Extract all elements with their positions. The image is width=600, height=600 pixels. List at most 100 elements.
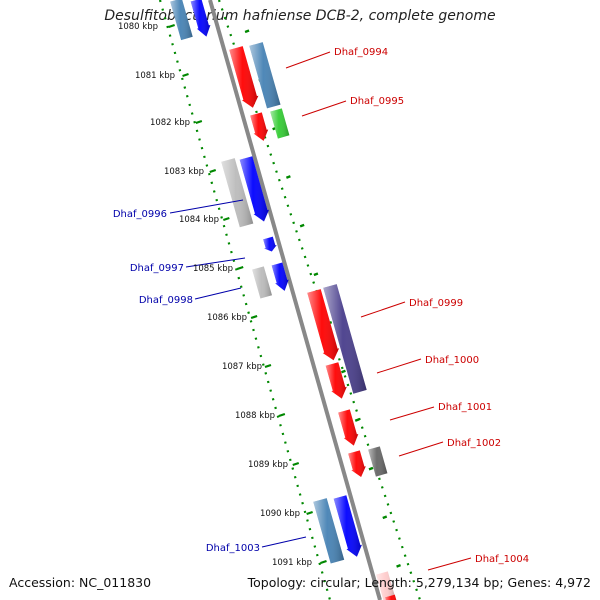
tick-label-1084: 1084 kbp	[179, 215, 219, 225]
gene-block-top-steelblue	[170, 0, 193, 41]
gene-block-dhaf-0994-b-shade	[249, 42, 281, 109]
tick-label-1086: 1086 kbp	[207, 313, 247, 323]
connector-dhaf-0999	[360, 301, 406, 318]
gene-block-dhaf-0998-gray-shade	[252, 266, 272, 299]
gene-arrow-dhaf-0998-shade	[271, 262, 289, 291]
tick-mark	[292, 461, 300, 467]
gene-arrow-dhaf-1001-shade	[338, 409, 359, 446]
gene-block-dhaf-0995	[270, 108, 290, 139]
dash-mark	[382, 515, 388, 520]
gene-arrow-dhaf-0999-shade	[307, 289, 340, 361]
tick-label-1083: 1083 kbp	[164, 167, 204, 177]
gene-arrow-dhaf-0994-shade	[229, 46, 259, 108]
tick-label-1082: 1082 kbp	[150, 118, 190, 128]
gene-block-dhaf-1004	[376, 571, 396, 600]
connector-dhaf-1004	[427, 557, 472, 571]
gene-block-top-steelblue-shade	[170, 0, 193, 41]
dash-mark	[244, 29, 250, 34]
tick-mark	[250, 314, 258, 320]
gene-features	[170, 0, 397, 600]
gene-arrow-dhaf-0994	[229, 46, 259, 108]
gene-arrow-bottom-red	[385, 594, 397, 600]
gene-arrow-dhaf-0997-shade	[263, 236, 277, 252]
gene-arrow-dhaf-0999	[307, 289, 340, 361]
gene-arrow-dhaf-1002-red	[348, 450, 366, 477]
tick-label-1091: 1091 kbp	[272, 558, 312, 568]
gene-arrow-bottom-red-shade	[385, 594, 397, 600]
connector-dhaf-1003	[261, 536, 307, 548]
connector-dhaf-0995	[301, 100, 347, 117]
tick-mark	[195, 119, 203, 125]
gene-block-dhaf-0995-shade	[270, 108, 290, 139]
gene-arrow-dhaf-1003-shade	[333, 495, 362, 557]
gene-label-dhaf-0995[interactable]: Dhaf_0995	[350, 96, 404, 107]
connector-dhaf-0998	[194, 287, 242, 300]
dash-mark	[285, 175, 291, 179]
gene-arrow-top-blue	[190, 0, 211, 37]
genome-backbone	[208, 0, 382, 600]
tick-mark	[320, 559, 327, 565]
connector-dhaf-1000	[376, 358, 422, 374]
connector-dhaf-1002	[398, 441, 444, 457]
tick-mark	[168, 23, 175, 29]
tick-label-1090: 1090 kbp	[260, 509, 300, 519]
tick-label-1087: 1087 kbp	[222, 362, 262, 372]
dash-mark	[299, 223, 305, 228]
connector-dhaf-1001	[389, 406, 435, 421]
tick-label-1081: 1081 kbp	[135, 71, 175, 81]
inner-dash-marks	[244, 29, 401, 568]
gene-block-dhaf-1000-slate	[323, 284, 367, 394]
gene-arrow-dhaf-1002-red-shade	[348, 450, 366, 477]
gene-labels: Dhaf_0994 Dhaf_0995 Dhaf_0999 Dhaf_1000 …	[113, 47, 529, 565]
tick-mark	[209, 168, 217, 174]
gene-label-dhaf-0996[interactable]: Dhaf_0996	[113, 209, 167, 220]
gene-label-dhaf-1000[interactable]: Dhaf_1000	[425, 355, 479, 366]
gene-block-dhaf-0998-gray	[252, 266, 272, 299]
connector-dhaf-0994	[285, 51, 331, 69]
tick-mark	[182, 72, 189, 78]
gene-label-dhaf-0997[interactable]: Dhaf_0997	[130, 263, 184, 274]
gene-label-dhaf-1004[interactable]: Dhaf_1004	[475, 554, 529, 565]
dash-mark	[396, 563, 401, 568]
gene-label-dhaf-1002[interactable]: Dhaf_1002	[447, 438, 501, 449]
tick-label-1088: 1088 kbp	[235, 411, 275, 421]
gene-arrow-dhaf-0997	[263, 236, 277, 252]
tick-mark	[222, 216, 230, 222]
gene-arrow-dhaf-1000	[325, 362, 347, 399]
gene-block-dhaf-1002-shade	[368, 446, 388, 477]
gene-arrow-dhaf-0996	[239, 156, 269, 222]
gene-label-dhaf-0994[interactable]: Dhaf_0994	[334, 47, 388, 58]
gene-arrow-dhaf-0995-a	[250, 112, 269, 141]
tick-mark	[236, 265, 244, 271]
tick-label-1080: 1080 kbp	[118, 22, 158, 32]
dash-mark	[368, 466, 374, 471]
gene-block-dhaf-1004-shade	[376, 571, 396, 600]
gene-block-dhaf-0996-gray	[221, 158, 254, 228]
tick-label-1089: 1089 kbp	[248, 460, 288, 470]
gene-block-dhaf-1000-slate-shade	[323, 284, 367, 394]
connector-dhaf-0996	[169, 199, 244, 214]
connector-dhaf-0997	[185, 257, 246, 268]
label-connectors	[169, 51, 472, 571]
gene-arrow-dhaf-1001	[338, 409, 359, 446]
tick-labels: 1080 kbp 1081 kbp 1082 kbp 1083 kbp 1084…	[118, 22, 312, 568]
gene-arrow-dhaf-1003	[333, 495, 362, 557]
tick-mark	[306, 510, 313, 516]
gene-block-dhaf-0996-gray-shade	[221, 158, 254, 228]
gene-arrow-top-blue-shade	[190, 0, 211, 37]
gene-label-dhaf-1003[interactable]: Dhaf_1003	[206, 543, 260, 554]
accession-label: Accession: NC_011830	[9, 575, 152, 590]
dash-mark	[354, 418, 360, 422]
tick-mark	[264, 363, 272, 369]
gene-block-dhaf-1003-shade	[313, 498, 345, 564]
tick-label-1085: 1085 kbp	[193, 264, 233, 274]
gene-arrow-dhaf-0998	[271, 262, 289, 291]
gene-label-dhaf-0999[interactable]: Dhaf_0999	[409, 298, 463, 309]
gene-block-dhaf-0994-b	[249, 42, 281, 109]
gene-label-dhaf-0998[interactable]: Dhaf_0998	[139, 295, 193, 306]
genome-stats: Topology: circular; Length: 5,279,134 bp…	[247, 575, 591, 590]
tick-mark	[278, 412, 286, 418]
gene-block-dhaf-1002	[368, 446, 388, 477]
gene-label-dhaf-1001[interactable]: Dhaf_1001	[438, 402, 492, 413]
dash-mark	[341, 369, 346, 374]
